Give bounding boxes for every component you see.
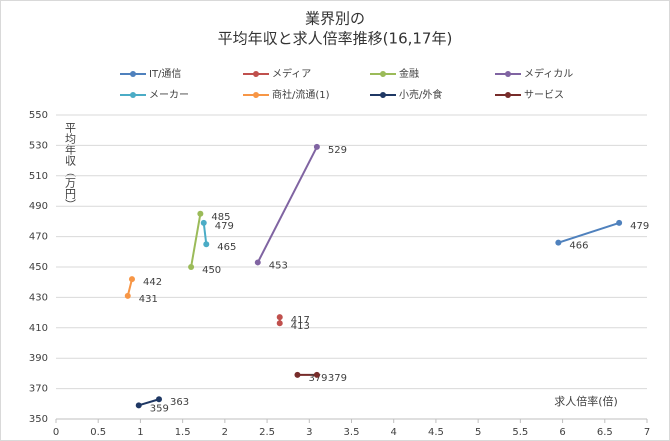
data-point	[124, 292, 131, 299]
data-point	[156, 396, 163, 403]
data-point	[276, 320, 283, 327]
x-tick-label: 4.5	[428, 427, 444, 438]
x-tick-label: 3	[306, 427, 312, 438]
data-point	[616, 219, 623, 226]
data-label: 529	[328, 145, 347, 156]
data-label: 465	[217, 242, 236, 253]
legend-label: メディカル	[524, 67, 573, 80]
legend-marker	[380, 71, 386, 77]
y-tick-label: 350	[29, 414, 48, 425]
data-label: 379	[308, 373, 327, 384]
data-label: 485	[211, 212, 230, 223]
data-point	[276, 314, 283, 321]
y-tick-label: 510	[29, 171, 48, 182]
data-label: 363	[170, 397, 189, 408]
x-tick-label: 3.5	[344, 427, 360, 438]
legend-marker	[253, 92, 259, 98]
data-point	[197, 210, 204, 217]
x-tick-label: 4	[391, 427, 397, 438]
legend-label: 商社/流通(1)	[272, 88, 330, 101]
x-tick-label: 5	[475, 427, 481, 438]
y-axis-label: 平均年収（万円）	[64, 122, 77, 210]
data-label: 479	[215, 221, 234, 232]
series-line	[190, 213, 202, 268]
y-tick-label: 430	[29, 292, 48, 303]
series-line	[558, 221, 620, 244]
series-line	[256, 146, 318, 263]
chart-title: 業界別の	[305, 10, 365, 28]
legend-marker	[253, 71, 259, 77]
y-tick-label: 490	[29, 201, 48, 212]
y-tick-label: 450	[29, 262, 48, 273]
data-label: 450	[202, 265, 221, 276]
x-tick-label: 2.5	[259, 427, 275, 438]
y-tick-label: 470	[29, 232, 48, 243]
data-point	[254, 259, 261, 266]
x-tick-label: 5.5	[512, 427, 528, 438]
legend-label: メディア	[272, 67, 311, 80]
legend-label: サービス	[524, 89, 564, 101]
data-label: 442	[143, 277, 162, 288]
x-tick-label: 0.5	[90, 427, 106, 438]
x-tick-label: 1.5	[175, 427, 191, 438]
x-tick-label: 6.5	[597, 427, 613, 438]
data-point	[294, 371, 301, 378]
x-tick-label: 0	[53, 427, 59, 438]
legend-label: 金融	[399, 67, 419, 80]
data-label: 359	[150, 403, 169, 414]
series-line	[202, 222, 208, 245]
legend-marker	[130, 92, 136, 98]
legend-marker	[130, 71, 136, 77]
data-label: 466	[569, 241, 588, 252]
x-axis-label: 求人倍率(倍)	[554, 394, 618, 408]
data-label: 431	[139, 294, 158, 305]
data-point	[128, 276, 135, 283]
y-tick-label: 530	[29, 140, 48, 151]
data-point	[313, 371, 320, 378]
chart-title: 平均年収と求人倍率推移(16,17年)	[218, 30, 453, 48]
data-label: 379	[328, 373, 347, 384]
data-point	[135, 402, 142, 409]
data-label: 417	[291, 315, 310, 326]
x-tick-label: 2	[222, 427, 228, 438]
x-tick-label: 1	[137, 427, 143, 438]
x-tick-label: 6	[559, 427, 565, 438]
legend-marker	[505, 92, 511, 98]
data-point	[203, 241, 210, 248]
data-point	[313, 143, 320, 150]
data-label: 413	[291, 321, 310, 332]
data-point	[555, 239, 562, 246]
y-tick-label: 550	[29, 110, 48, 121]
x-tick-label: 7	[644, 427, 650, 438]
legend-label: IT/通信	[149, 68, 181, 80]
data-point	[188, 264, 195, 270]
data-label: 453	[269, 260, 288, 271]
data-point	[200, 219, 207, 226]
y-tick-label: 410	[29, 323, 48, 334]
legend-marker	[380, 92, 386, 98]
legend-label: 小売/外食	[399, 88, 442, 101]
legend-marker	[505, 71, 511, 77]
data-label: 479	[630, 221, 649, 232]
y-tick-label: 390	[29, 353, 48, 364]
series-line	[138, 398, 160, 407]
y-tick-label: 370	[29, 384, 48, 395]
legend-label: メーカー	[149, 89, 189, 101]
